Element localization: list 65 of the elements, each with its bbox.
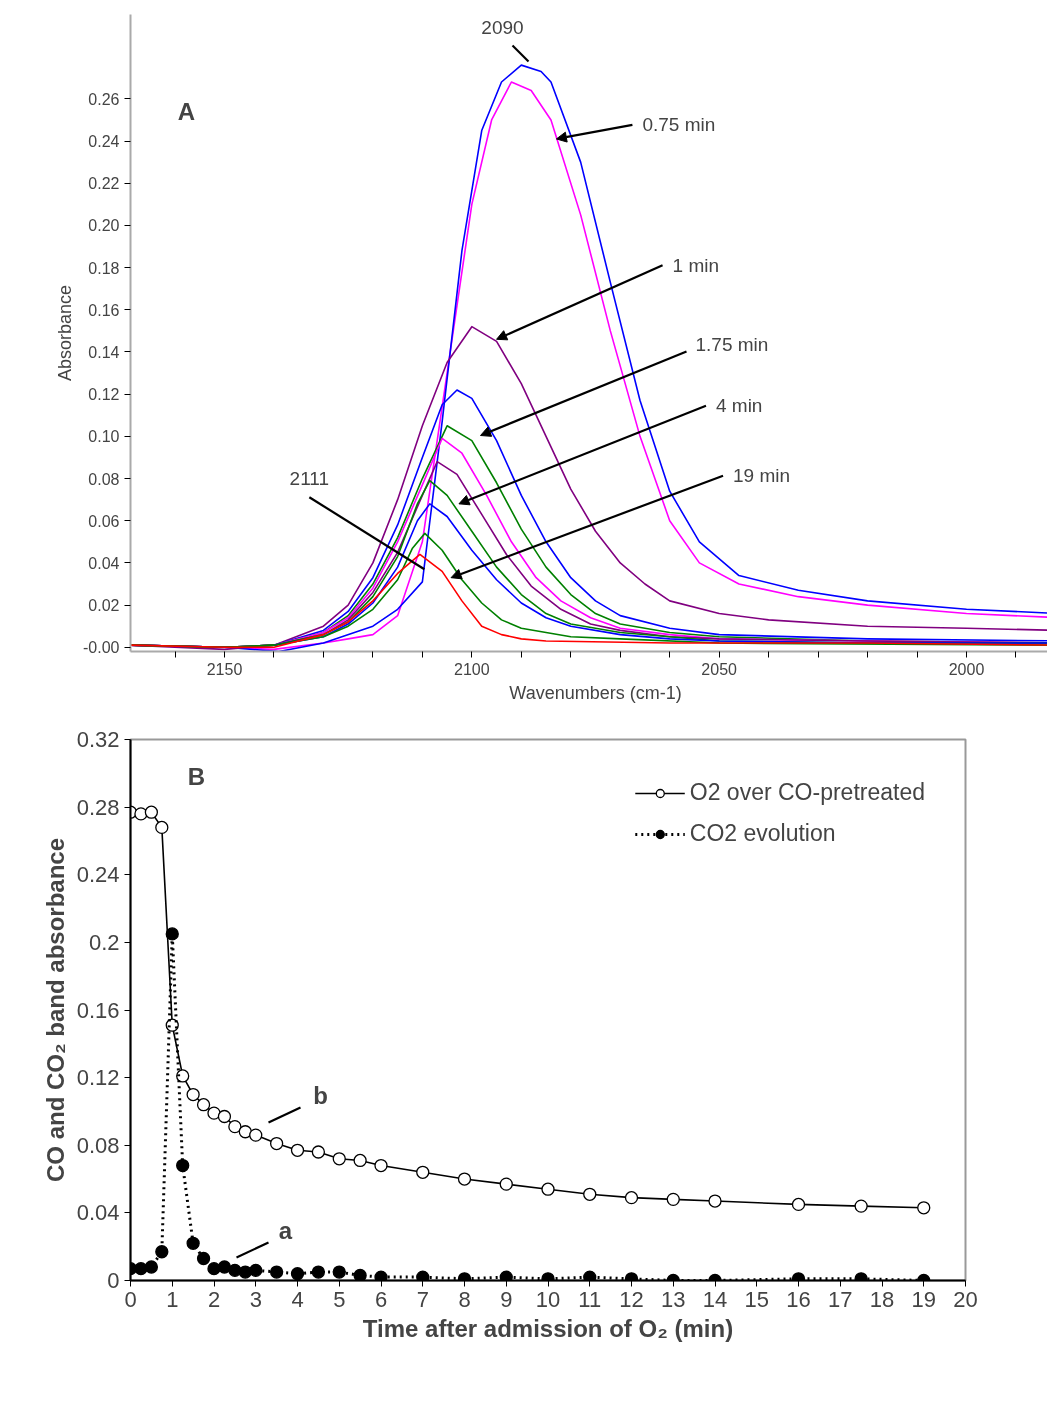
x-tick-label: 15: [744, 1286, 769, 1312]
x-tick-label: 19: [911, 1286, 936, 1312]
y-tick-label: 0.14: [88, 343, 120, 361]
x-tick-label: 14: [702, 1286, 728, 1312]
y-tick-label: 0.04: [76, 1200, 120, 1226]
legend-label: CO2 evolution: [689, 820, 836, 847]
annotation: 1.75 min: [695, 334, 769, 355]
x-tick-label: 2100: [454, 660, 490, 678]
x-tick-label: 12: [619, 1286, 644, 1312]
y-axis-title: CO and CO₂ band absorbance: [41, 837, 69, 1183]
legend-label: O2 over CO-pretreated: [689, 779, 925, 806]
annotation: a: [278, 1217, 293, 1244]
y-tick-label: 0.02: [88, 597, 120, 615]
x-tick-label: 2050: [701, 660, 738, 678]
y-tick-label: -0.00: [83, 639, 120, 657]
annotation: 19 min: [733, 465, 791, 487]
annotation: 1 min: [672, 254, 720, 276]
y-tick-label: 0.18: [88, 259, 120, 277]
annotation: 4 min: [715, 395, 763, 417]
y-tick-label: 0.08: [76, 1132, 120, 1158]
y-tick-label: 0.06: [88, 512, 120, 530]
x-tick-label: 11: [578, 1286, 602, 1312]
x-tick-label: 10: [535, 1286, 561, 1312]
y-tick-label: 0.12: [88, 386, 120, 404]
y-tick-label: 0.12: [76, 1065, 120, 1091]
y-tick-label: 0.04: [88, 554, 120, 572]
x-tick-label: 20: [953, 1286, 978, 1312]
x-tick-label: 0: [124, 1286, 137, 1312]
y-tick-label: 0.16: [76, 997, 120, 1023]
x-tick-label: 2: [207, 1286, 221, 1312]
x-tick-label: 18: [869, 1286, 895, 1312]
annotation: b: [313, 1082, 328, 1109]
annotation: 0.75 min: [642, 114, 716, 136]
x-tick-label: 13: [661, 1286, 686, 1312]
annotation: B: [187, 763, 206, 790]
x-tick-label: 8: [458, 1286, 471, 1312]
x-axis-title: Time after admission of O₂ (min): [362, 1314, 734, 1342]
annotation: 2111: [289, 468, 330, 490]
y-tick-label: 0.26: [88, 90, 120, 108]
x-tick-label: 2150: [206, 660, 243, 678]
y-tick-label: 0.08: [88, 470, 120, 488]
y-tick-label: 0.28: [76, 794, 120, 820]
y-tick-label: 0.24: [76, 862, 120, 888]
x-tick-label: 1: [166, 1286, 179, 1312]
x-tick-label: 17: [828, 1286, 853, 1312]
x-axis-title: Wavenumbers (cm-1): [509, 682, 682, 703]
y-tick-label: 0.32: [76, 727, 120, 752]
x-tick-label: 7: [416, 1286, 429, 1312]
annotation: 2090: [481, 17, 524, 38]
x-tick-label: 16: [786, 1286, 811, 1312]
y-axis-title: Absorbance: [55, 284, 76, 382]
x-tick-label: 6: [374, 1286, 388, 1312]
annotation: A: [177, 98, 196, 125]
x-tick-label: 4: [291, 1286, 304, 1312]
x-tick-label: 9: [500, 1286, 513, 1312]
y-tick-label: 0: [107, 1268, 120, 1293]
y-tick-label: 0.16: [88, 301, 120, 319]
y-tick-label: 0.2: [88, 929, 120, 955]
x-tick-label: 5: [333, 1286, 346, 1312]
y-tick-label: 0.24: [88, 133, 120, 151]
x-tick-label: 2000: [948, 660, 985, 678]
x-tick-label: 3: [249, 1286, 262, 1312]
y-tick-label: 0.22: [88, 175, 120, 193]
y-tick-label: 0.20: [88, 217, 120, 235]
y-tick-label: 0.10: [88, 428, 120, 446]
